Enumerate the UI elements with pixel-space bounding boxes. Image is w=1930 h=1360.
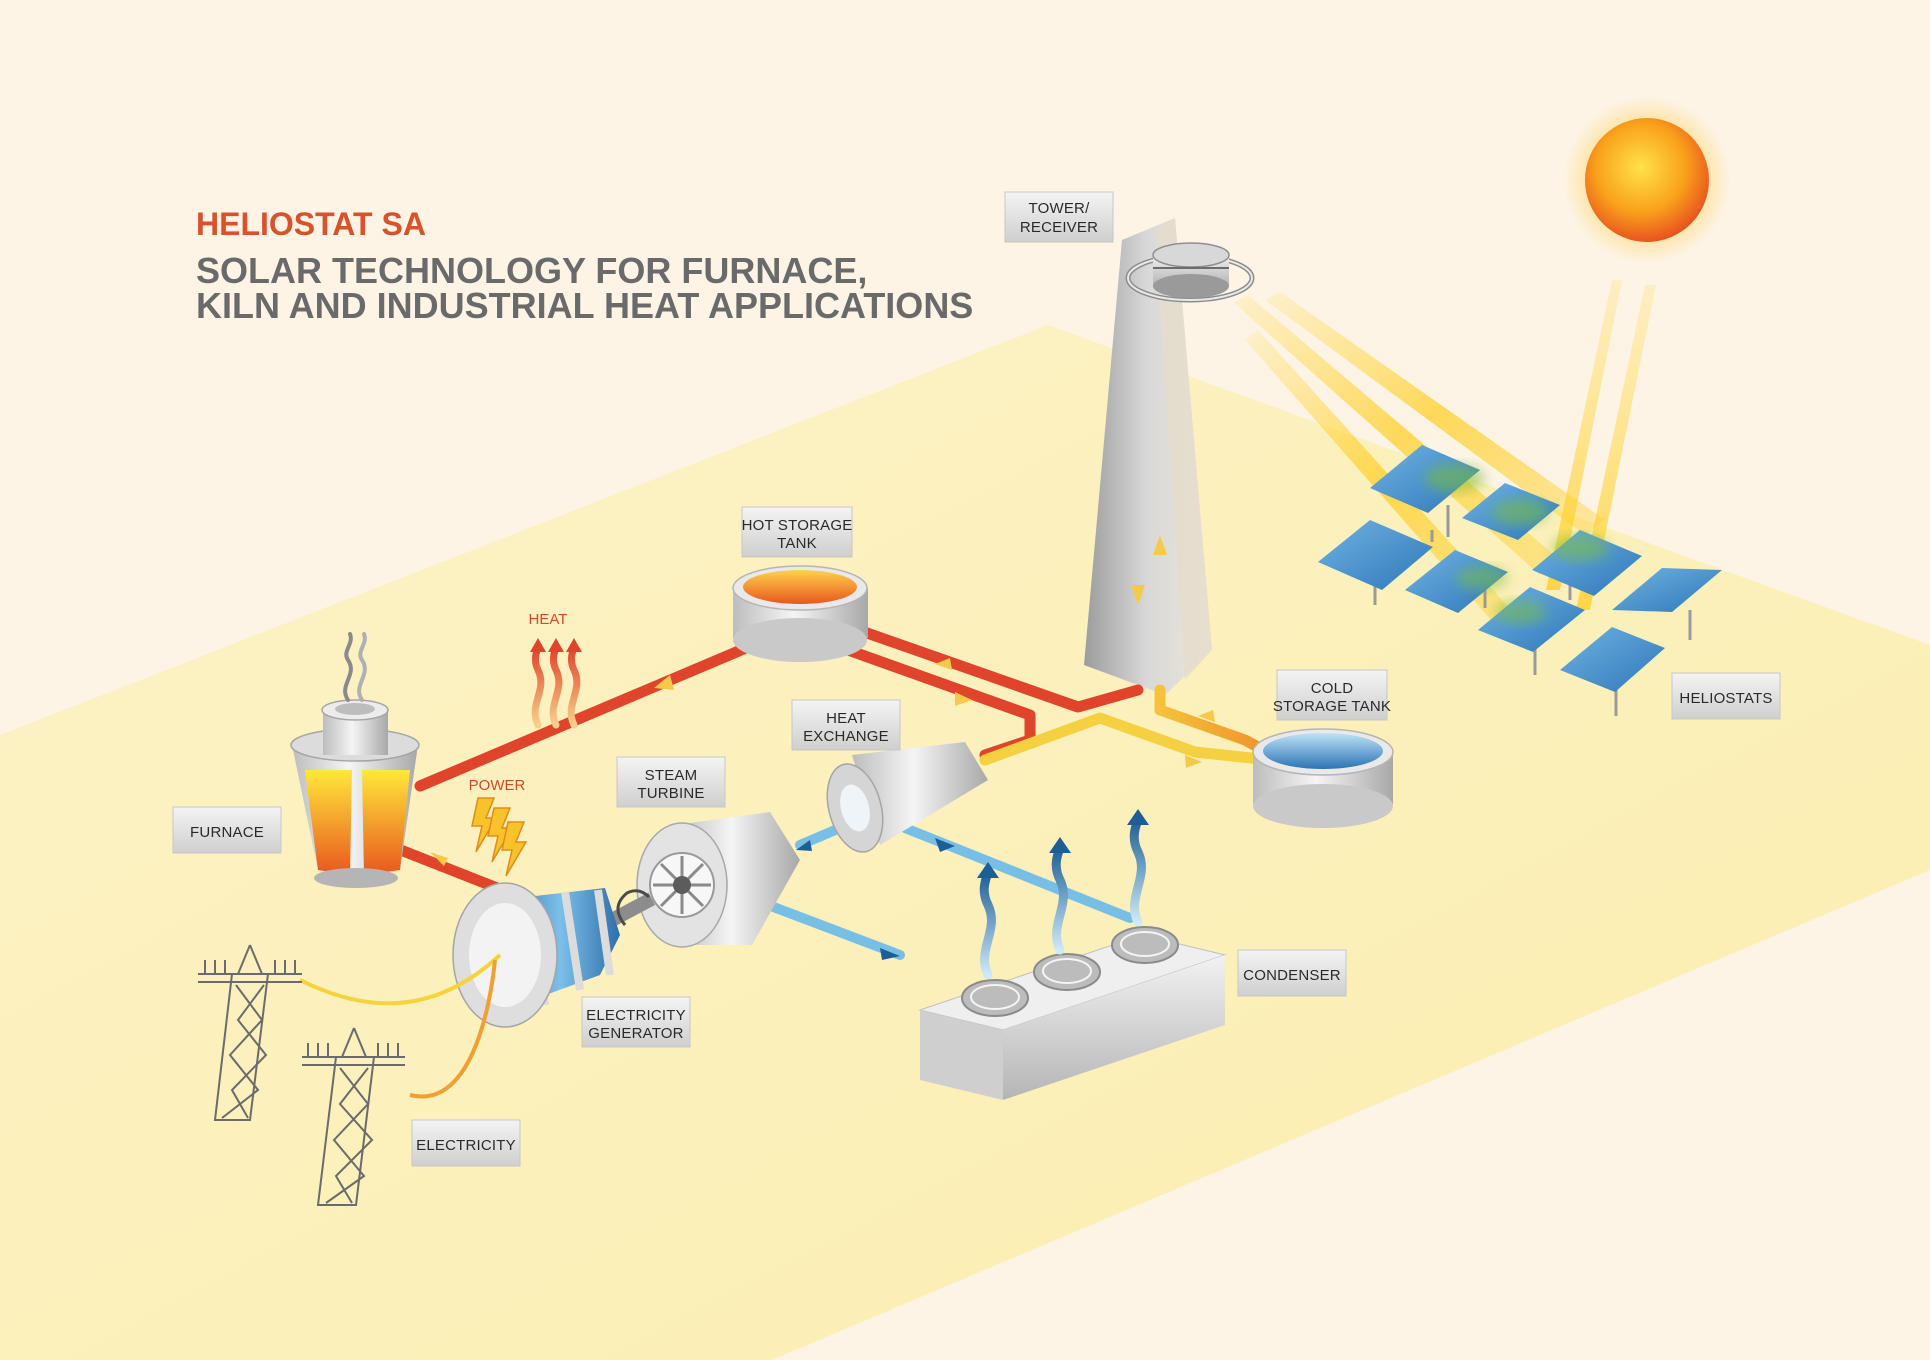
label-cold-storage-tank: COLD STORAGE TANK bbox=[1273, 669, 1391, 721]
heliostat-mirror bbox=[1318, 520, 1433, 605]
label-tower-line-2: RECEIVER bbox=[1020, 219, 1098, 236]
flow-arrow-icon bbox=[1131, 585, 1145, 605]
power-wires bbox=[299, 953, 502, 1099]
tower-receiver bbox=[1084, 218, 1255, 696]
label-heat-exchange-line-2: EXCHANGE bbox=[803, 728, 889, 745]
heliostat-mirror bbox=[1532, 530, 1642, 600]
label-heat-exchange-line-1: HEAT bbox=[826, 710, 866, 727]
flow-arrow-icon bbox=[1198, 710, 1215, 722]
label-tower-receiver: TOWER/ RECEIVER bbox=[1004, 191, 1114, 243]
furnace bbox=[290, 699, 420, 888]
label-heat-exchange: HEAT EXCHANGE bbox=[791, 699, 901, 751]
label-hot-tank-line-1: HOT STORAGE bbox=[742, 517, 853, 534]
label-steam-turbine-line-1: STEAM bbox=[645, 767, 698, 784]
label-tower-line-1: TOWER/ bbox=[1029, 200, 1091, 217]
flow-arrow-icon bbox=[654, 675, 674, 690]
label-furnace-text: FURNACE bbox=[190, 824, 264, 841]
label-condenser-text: CONDENSER bbox=[1243, 967, 1341, 984]
flow-arrow-icon bbox=[1185, 755, 1202, 768]
flow-arrow-icon bbox=[955, 692, 972, 706]
label-generator-line-1: ELECTRICITY bbox=[586, 1007, 686, 1024]
condenser-fan-icon bbox=[961, 979, 1029, 1017]
steam-turbine bbox=[636, 812, 800, 948]
heliostat-mirror bbox=[1612, 568, 1722, 640]
water-pipes bbox=[750, 823, 1135, 960]
smoke-icon bbox=[343, 632, 367, 702]
steam-arrow-icon bbox=[1049, 837, 1071, 955]
flow-arrow-icon bbox=[430, 852, 448, 866]
condenser-fan-icon bbox=[1033, 953, 1101, 991]
label-condenser: CONDENSER bbox=[1237, 949, 1347, 997]
pylon-icon bbox=[198, 944, 302, 1121]
lightning-bolt-icon bbox=[471, 797, 528, 877]
heat-exchanger bbox=[826, 742, 988, 853]
heat-wave-icon bbox=[530, 638, 582, 729]
condenser-fan-icon bbox=[1111, 926, 1179, 964]
label-hot-storage-tank: HOT STORAGE TANK bbox=[741, 506, 853, 558]
label-electricity: ELECTRICITY bbox=[411, 1119, 521, 1167]
hot-storage-tank bbox=[732, 565, 868, 662]
label-steam-turbine: STEAM TURBINE bbox=[616, 756, 726, 808]
heat-annotation: HEAT bbox=[529, 611, 568, 628]
flow-arrow-icon bbox=[796, 840, 812, 851]
label-heliostats: HELIOSTATS bbox=[1671, 672, 1781, 720]
flow-arrow-icon bbox=[880, 948, 900, 960]
heliostat-mirror bbox=[1560, 627, 1665, 716]
headline-line-2: KILN AND INDUSTRIAL HEAT APPLICATIONS bbox=[196, 285, 973, 326]
power-annotation: POWER bbox=[469, 777, 526, 794]
flow-arrow-icon bbox=[1153, 535, 1167, 555]
label-generator-line-2: GENERATOR bbox=[588, 1025, 683, 1042]
cold-storage-tank bbox=[1252, 728, 1394, 828]
label-hot-tank-line-2: TANK bbox=[777, 535, 817, 552]
sun-icon bbox=[1563, 96, 1731, 264]
label-heliostats-text: HELIOSTATS bbox=[1679, 690, 1772, 707]
label-cold-tank-line-2: STORAGE TANK bbox=[1273, 698, 1391, 715]
label-electricity-generator: ELECTRICITY GENERATOR bbox=[581, 996, 691, 1048]
steam-arrow-icon bbox=[977, 862, 999, 980]
heliostats-field bbox=[1318, 445, 1722, 716]
label-steam-turbine-line-2: TURBINE bbox=[637, 785, 704, 802]
rotation-arrow-icon bbox=[616, 889, 651, 926]
ground-plane bbox=[0, 325, 1930, 1360]
flow-arrow-icon bbox=[935, 658, 952, 670]
headline-line-1: SOLAR TECHNOLOGY FOR FURNACE, bbox=[196, 250, 867, 291]
label-furnace: FURNACE bbox=[172, 806, 282, 854]
heliostat-mirror bbox=[1370, 445, 1480, 537]
steam-arrow-icon bbox=[1127, 809, 1149, 927]
label-cold-tank-line-1: COLD bbox=[1311, 680, 1353, 697]
condenser bbox=[918, 926, 1227, 1100]
electricity-generator bbox=[452, 882, 620, 1028]
label-electricity-text: ELECTRICITY bbox=[416, 1137, 516, 1154]
pylon-icon bbox=[302, 1027, 405, 1206]
flow-arrow-icon bbox=[935, 838, 955, 852]
brand-title: HELIOSTAT SA bbox=[196, 206, 426, 242]
